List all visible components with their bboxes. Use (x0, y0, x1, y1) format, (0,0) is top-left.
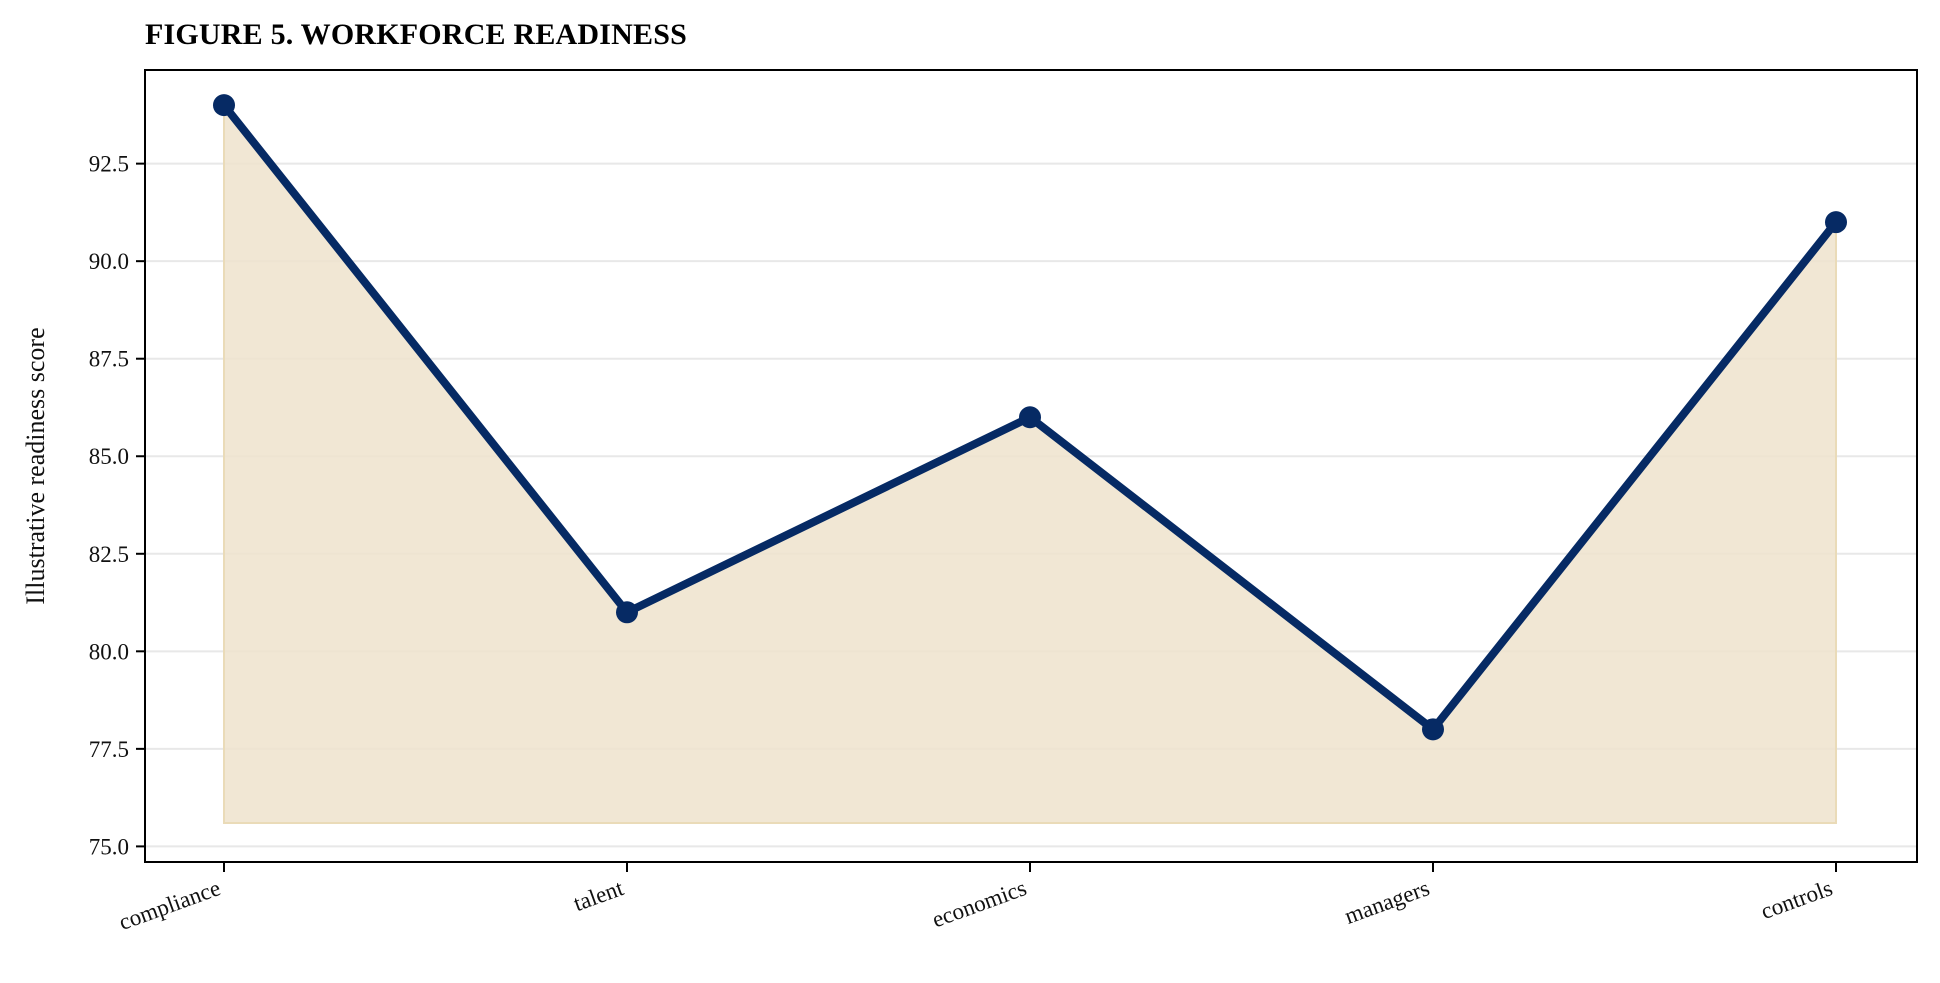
x-tick-label: compliance (116, 875, 224, 935)
data-point (1825, 211, 1847, 234)
area-fill (223, 102, 1837, 824)
area-fill-layer (223, 102, 1837, 824)
y-tick-label: 80.0 (89, 639, 129, 664)
y-tick-label: 75.0 (89, 834, 129, 859)
y-tick-label: 92.5 (89, 152, 129, 177)
x-tick-label: talent (570, 875, 627, 916)
y-tick-label: 77.5 (89, 737, 129, 762)
x-tick-label: controls (1758, 875, 1836, 924)
data-point (616, 601, 638, 624)
y-tick-label: 82.5 (89, 542, 129, 567)
x-tick-label: economics (929, 875, 1030, 932)
y-axis-label: Illustrative readiness score (21, 327, 50, 604)
y-tick-label: 87.5 (89, 347, 129, 372)
y-axis-ticks: 75.0 77.5 80.0 82.5 85.0 87.5 90.0 92.5 (89, 152, 145, 859)
x-axis-ticks: compliance talent economics managers control… (116, 862, 1837, 935)
data-point (213, 94, 235, 117)
data-point (1019, 406, 1041, 429)
x-tick-label: managers (1341, 875, 1432, 929)
y-tick-label: 90.0 (89, 249, 129, 274)
data-point (1422, 718, 1444, 741)
y-tick-label: 85.0 (89, 444, 129, 469)
data-points (213, 94, 1847, 741)
chart-title: FIGURE 5. WORKFORCE READINESS (145, 18, 687, 51)
